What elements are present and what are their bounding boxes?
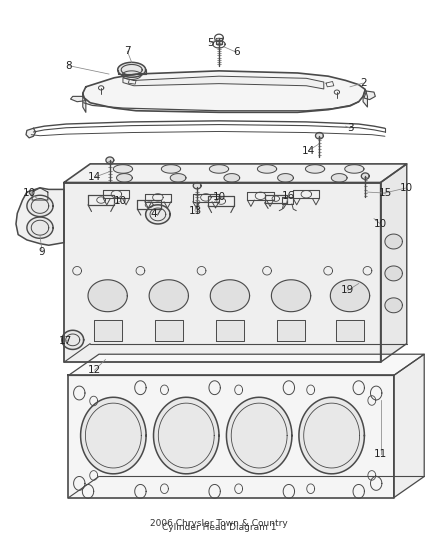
Text: 4: 4: [150, 209, 157, 220]
Text: 9: 9: [39, 247, 46, 257]
Polygon shape: [117, 174, 132, 182]
Polygon shape: [161, 165, 180, 173]
Polygon shape: [315, 133, 323, 139]
Polygon shape: [71, 96, 86, 102]
Polygon shape: [27, 217, 53, 238]
Text: 11: 11: [374, 449, 387, 458]
Polygon shape: [385, 298, 403, 313]
Polygon shape: [193, 193, 219, 201]
Polygon shape: [385, 266, 403, 281]
Polygon shape: [277, 320, 305, 341]
Polygon shape: [103, 190, 130, 198]
Polygon shape: [283, 197, 293, 204]
Text: 14: 14: [88, 172, 101, 182]
Polygon shape: [113, 165, 133, 173]
Text: 10: 10: [400, 183, 413, 193]
Text: 12: 12: [88, 365, 101, 375]
Polygon shape: [146, 205, 170, 224]
Polygon shape: [118, 62, 146, 77]
Polygon shape: [210, 280, 250, 312]
Polygon shape: [64, 164, 407, 182]
Polygon shape: [16, 188, 64, 245]
Text: 10: 10: [212, 192, 226, 203]
Polygon shape: [83, 93, 86, 112]
Polygon shape: [331, 174, 347, 182]
Polygon shape: [272, 280, 311, 312]
Polygon shape: [193, 182, 201, 189]
Polygon shape: [81, 397, 146, 474]
Polygon shape: [336, 320, 364, 341]
Polygon shape: [226, 397, 292, 474]
Text: 14: 14: [302, 146, 315, 156]
Polygon shape: [381, 164, 407, 362]
Polygon shape: [123, 76, 324, 89]
Polygon shape: [305, 165, 325, 173]
Text: 19: 19: [341, 286, 354, 295]
Polygon shape: [62, 330, 84, 350]
Text: Cylinder Head Diagram 1: Cylinder Head Diagram 1: [162, 523, 276, 532]
Polygon shape: [170, 174, 186, 182]
Polygon shape: [145, 193, 171, 201]
Polygon shape: [278, 174, 293, 182]
Polygon shape: [361, 173, 369, 179]
Polygon shape: [385, 234, 403, 249]
Text: 7: 7: [124, 46, 131, 56]
Polygon shape: [64, 182, 381, 362]
Polygon shape: [27, 195, 53, 216]
Text: 10: 10: [22, 188, 35, 198]
Text: 17: 17: [59, 336, 72, 346]
Polygon shape: [88, 195, 114, 205]
Text: 2: 2: [360, 78, 367, 88]
Polygon shape: [216, 320, 244, 341]
Text: 15: 15: [379, 188, 392, 198]
Polygon shape: [209, 165, 229, 173]
Polygon shape: [32, 188, 48, 200]
Text: 3: 3: [346, 123, 353, 133]
Polygon shape: [26, 128, 35, 138]
Polygon shape: [265, 195, 287, 203]
Text: 8: 8: [65, 61, 72, 70]
Polygon shape: [68, 354, 424, 375]
Polygon shape: [258, 165, 277, 173]
Text: 2006 Chrysler Town & Country: 2006 Chrysler Town & Country: [150, 519, 288, 528]
Polygon shape: [106, 157, 114, 164]
Polygon shape: [138, 200, 161, 209]
Polygon shape: [88, 280, 127, 312]
Text: 16: 16: [282, 191, 296, 201]
Text: 6: 6: [233, 47, 240, 57]
Polygon shape: [293, 190, 319, 198]
Polygon shape: [208, 196, 234, 206]
Polygon shape: [364, 91, 375, 100]
Polygon shape: [345, 165, 364, 173]
Text: 10: 10: [374, 219, 387, 229]
Polygon shape: [68, 375, 394, 498]
Polygon shape: [149, 280, 188, 312]
Polygon shape: [94, 320, 122, 341]
Polygon shape: [330, 280, 370, 312]
Polygon shape: [363, 90, 367, 107]
Polygon shape: [155, 320, 183, 341]
Text: 5: 5: [207, 38, 214, 48]
Polygon shape: [247, 192, 274, 200]
Polygon shape: [394, 354, 424, 498]
Polygon shape: [224, 174, 240, 182]
Polygon shape: [216, 38, 222, 44]
Polygon shape: [299, 397, 364, 474]
Polygon shape: [83, 71, 365, 112]
Text: 10: 10: [114, 196, 127, 206]
Polygon shape: [118, 70, 146, 74]
Polygon shape: [154, 397, 219, 474]
Text: 13: 13: [188, 206, 201, 216]
